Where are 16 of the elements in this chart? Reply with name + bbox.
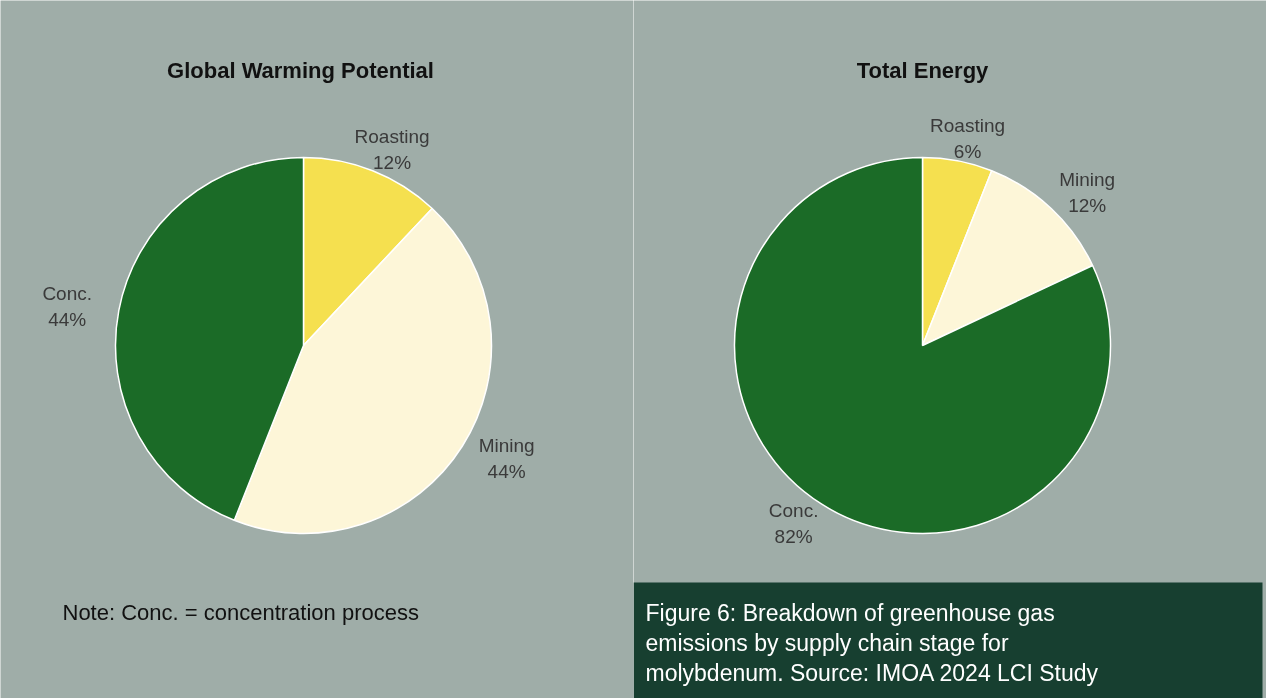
slice-label: Mining [478, 434, 535, 456]
slice-label: Roasting [354, 126, 430, 148]
chart-title: Global Warming Potential [167, 58, 434, 83]
data-label: 82% [774, 525, 813, 547]
slice-label: Roasting [930, 115, 1006, 137]
data-label: 6% [953, 141, 982, 163]
slice-label: Mining [1059, 168, 1116, 190]
caption: Figure 6: Breakdown of greenhouse gas emissions by supply chain stage for molybdenum. Source: IMOA 2024 LCI Study [645, 599, 1099, 686]
data-label: 12% [1068, 194, 1107, 216]
slice-label: Conc. [42, 282, 93, 304]
slice-label: Conc. [768, 499, 819, 521]
data-label: 12% [373, 152, 412, 174]
data-label: 44% [48, 308, 87, 330]
text: Note: Conc. = concentration process [62, 600, 419, 625]
data-label: 44% [487, 460, 526, 482]
chart-title: Total Energy [856, 58, 990, 83]
